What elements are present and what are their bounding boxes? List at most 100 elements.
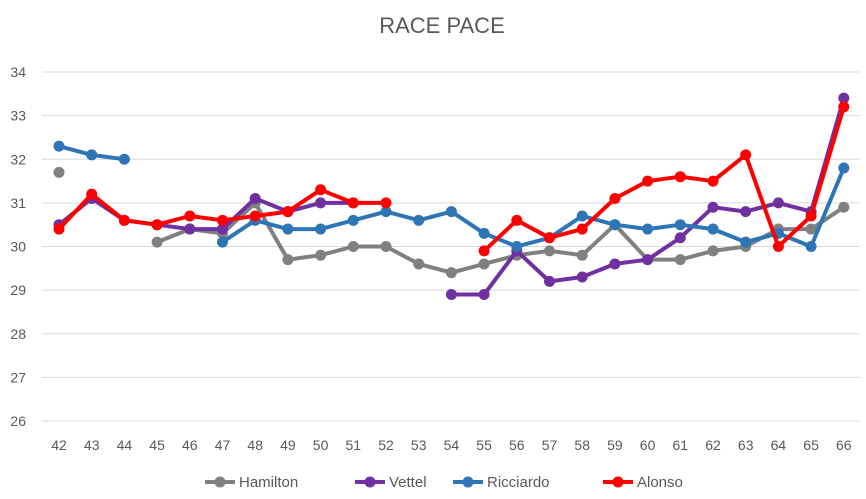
data-point [86, 149, 98, 161]
data-point [740, 236, 752, 248]
data-point [805, 223, 817, 235]
x-tick-label: 59 [607, 437, 623, 453]
data-point [315, 223, 327, 235]
data-point [217, 223, 228, 235]
y-tick-label: 27 [10, 369, 26, 385]
data-point [217, 214, 228, 226]
data-point [838, 162, 850, 174]
data-point [151, 236, 163, 248]
data-point [347, 197, 359, 209]
data-point [315, 249, 327, 261]
data-point [478, 258, 490, 270]
legend: Hamilton Vettel Ricciardo Alonso [205, 474, 683, 491]
data-point [674, 254, 686, 266]
data-point [772, 241, 784, 252]
series-line [155, 200, 846, 275]
data-point [642, 254, 654, 266]
data-point [53, 140, 65, 152]
legend-label: Alonso [637, 474, 683, 491]
gridlines [42, 71, 860, 422]
data-point [674, 171, 686, 183]
data-point [282, 206, 294, 218]
data-point [86, 188, 98, 200]
data-point [380, 206, 392, 218]
data-point [642, 223, 654, 235]
x-tick-label: 62 [705, 437, 721, 453]
data-point [184, 210, 196, 222]
y-tick-label: 33 [10, 108, 26, 124]
x-tick-label: 65 [803, 437, 819, 453]
data-point [217, 236, 228, 248]
data-point [838, 201, 850, 213]
data-point [707, 245, 719, 257]
data-point [118, 214, 130, 226]
data-point [478, 227, 490, 239]
x-tick-label: 56 [509, 437, 525, 453]
data-point [642, 175, 654, 187]
legend-swatch-marker [364, 476, 376, 488]
x-tick-label: 49 [280, 437, 296, 453]
x-tick-label: 57 [542, 437, 558, 453]
legend-label: Vettel [389, 474, 427, 491]
legend-label: Ricciardo [487, 474, 550, 491]
data-point [249, 193, 261, 205]
data-point [576, 271, 588, 283]
x-tick-label: 53 [411, 437, 427, 453]
data-point [184, 223, 196, 235]
data-point [576, 249, 588, 261]
x-tick-label: 64 [771, 437, 787, 453]
data-point [282, 223, 294, 235]
series-alonso [53, 101, 850, 257]
data-point [740, 206, 752, 218]
x-tick-label: 66 [836, 437, 852, 453]
data-point [413, 214, 425, 226]
series-ricciardo [53, 140, 850, 252]
legend-item-vettel: Vettel [355, 474, 427, 491]
x-tick-label: 45 [149, 437, 165, 453]
data-point [445, 288, 457, 300]
data-point [445, 267, 457, 279]
x-tick-label: 60 [640, 437, 656, 453]
data-point [511, 214, 523, 226]
chart-title: RACE PACE [379, 13, 505, 38]
data-point [707, 175, 719, 187]
legend-item-alonso: Alonso [603, 474, 683, 491]
data-point [315, 184, 327, 196]
x-tick-label: 50 [313, 437, 329, 453]
data-point [315, 197, 327, 209]
legend-item-ricciardo: Ricciardo [453, 474, 550, 491]
legend-label: Hamilton [239, 474, 298, 491]
data-point [838, 92, 850, 104]
data-point [511, 241, 523, 252]
legend-item-hamilton: Hamilton [205, 474, 298, 491]
x-tick-label: 55 [476, 437, 492, 453]
data-point [478, 288, 490, 300]
y-axis-ticks: 26 27 28 29 30 31 32 33 34 [10, 64, 26, 429]
legend-swatch-marker [612, 476, 624, 488]
data-point [674, 232, 686, 244]
data-point [544, 232, 555, 244]
data-point [576, 210, 588, 222]
data-point [118, 153, 130, 165]
data-point [380, 241, 392, 252]
y-tick-label: 31 [10, 195, 26, 211]
data-point [53, 166, 65, 178]
x-tick-label: 51 [346, 437, 362, 453]
x-tick-label: 43 [84, 437, 100, 453]
y-tick-label: 34 [10, 64, 26, 80]
data-point [609, 219, 621, 231]
series-lines [53, 92, 850, 300]
data-point [805, 210, 817, 222]
data-point [380, 197, 392, 209]
x-tick-label: 48 [247, 437, 263, 453]
series-line [220, 166, 846, 249]
data-point [576, 223, 588, 235]
x-tick-label: 54 [444, 437, 460, 453]
x-tick-label: 58 [574, 437, 590, 453]
data-point [674, 219, 686, 231]
data-point [151, 219, 163, 231]
data-point [609, 193, 621, 205]
x-tick-label: 61 [673, 437, 689, 453]
data-point [609, 258, 621, 270]
